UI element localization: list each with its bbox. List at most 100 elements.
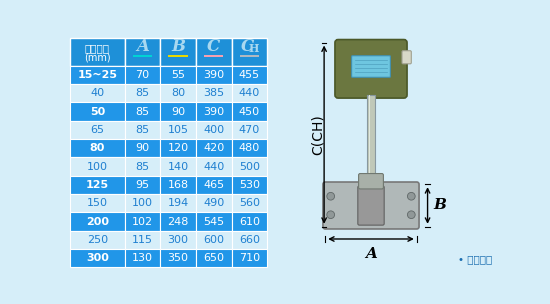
Text: 168: 168 [167, 180, 189, 190]
FancyBboxPatch shape [323, 182, 419, 229]
Text: 105: 105 [168, 125, 189, 135]
Text: 125: 125 [86, 180, 109, 190]
FancyBboxPatch shape [196, 212, 232, 231]
FancyBboxPatch shape [124, 102, 160, 121]
FancyBboxPatch shape [160, 249, 196, 268]
FancyBboxPatch shape [196, 102, 232, 121]
Text: 85: 85 [135, 162, 150, 172]
Text: 480: 480 [239, 143, 260, 153]
Text: 300: 300 [86, 253, 109, 263]
FancyBboxPatch shape [196, 194, 232, 212]
FancyBboxPatch shape [70, 212, 124, 231]
FancyBboxPatch shape [70, 194, 124, 212]
Text: 55: 55 [171, 70, 185, 80]
FancyBboxPatch shape [232, 176, 267, 194]
Text: 470: 470 [239, 125, 260, 135]
Text: 仪表口径: 仪表口径 [85, 43, 110, 53]
FancyBboxPatch shape [368, 95, 370, 184]
FancyBboxPatch shape [160, 176, 196, 194]
FancyBboxPatch shape [196, 84, 232, 102]
FancyBboxPatch shape [232, 121, 267, 139]
FancyBboxPatch shape [70, 38, 124, 66]
Text: 95: 95 [135, 180, 150, 190]
Text: 420: 420 [203, 143, 224, 153]
Text: 545: 545 [203, 217, 224, 226]
Text: B: B [171, 38, 185, 55]
Text: 150: 150 [87, 198, 108, 208]
Text: H: H [249, 43, 259, 54]
FancyBboxPatch shape [160, 231, 196, 249]
Text: C(CH): C(CH) [311, 114, 325, 155]
Text: 15~25: 15~25 [78, 70, 118, 80]
Text: 120: 120 [167, 143, 189, 153]
FancyBboxPatch shape [196, 139, 232, 157]
FancyBboxPatch shape [196, 121, 232, 139]
Text: 194: 194 [167, 198, 189, 208]
FancyBboxPatch shape [232, 249, 267, 268]
Text: 650: 650 [203, 253, 224, 263]
Circle shape [408, 211, 415, 219]
FancyBboxPatch shape [124, 139, 160, 157]
Text: 600: 600 [203, 235, 224, 245]
FancyBboxPatch shape [168, 55, 188, 57]
Text: 40: 40 [90, 88, 104, 98]
Text: 610: 610 [239, 217, 260, 226]
FancyBboxPatch shape [160, 102, 196, 121]
Text: 440: 440 [203, 162, 224, 172]
FancyBboxPatch shape [358, 186, 384, 225]
Text: 465: 465 [203, 180, 224, 190]
FancyBboxPatch shape [196, 157, 232, 176]
FancyBboxPatch shape [239, 55, 259, 57]
Text: 248: 248 [167, 217, 189, 226]
FancyBboxPatch shape [70, 84, 124, 102]
Text: 400: 400 [203, 125, 224, 135]
FancyBboxPatch shape [160, 212, 196, 231]
FancyBboxPatch shape [196, 249, 232, 268]
FancyBboxPatch shape [124, 249, 160, 268]
FancyBboxPatch shape [124, 38, 160, 66]
FancyBboxPatch shape [160, 66, 196, 84]
FancyBboxPatch shape [160, 38, 196, 66]
Text: 560: 560 [239, 198, 260, 208]
FancyBboxPatch shape [232, 139, 267, 157]
Text: 85: 85 [135, 107, 150, 117]
FancyBboxPatch shape [124, 212, 160, 231]
FancyBboxPatch shape [124, 121, 160, 139]
Text: 100: 100 [87, 162, 108, 172]
Text: 490: 490 [203, 198, 224, 208]
Circle shape [408, 192, 415, 200]
FancyBboxPatch shape [124, 84, 160, 102]
FancyBboxPatch shape [232, 84, 267, 102]
Text: • 常规仪表: • 常规仪表 [459, 254, 493, 264]
FancyBboxPatch shape [70, 66, 124, 84]
Text: (mm): (mm) [84, 52, 111, 62]
FancyBboxPatch shape [70, 102, 124, 121]
FancyBboxPatch shape [402, 51, 411, 64]
Text: 50: 50 [90, 107, 105, 117]
Text: 390: 390 [203, 70, 224, 80]
FancyBboxPatch shape [124, 194, 160, 212]
Text: 350: 350 [168, 253, 189, 263]
FancyBboxPatch shape [335, 40, 407, 98]
Text: 70: 70 [135, 70, 150, 80]
Text: 250: 250 [87, 235, 108, 245]
FancyBboxPatch shape [70, 176, 124, 194]
FancyBboxPatch shape [367, 95, 375, 184]
FancyBboxPatch shape [70, 121, 124, 139]
Text: 200: 200 [86, 217, 109, 226]
Circle shape [327, 211, 334, 219]
Text: 85: 85 [135, 125, 150, 135]
FancyBboxPatch shape [70, 139, 124, 157]
Text: C: C [240, 38, 254, 55]
FancyBboxPatch shape [124, 176, 160, 194]
FancyBboxPatch shape [232, 157, 267, 176]
FancyBboxPatch shape [133, 55, 152, 57]
FancyBboxPatch shape [124, 66, 160, 84]
FancyBboxPatch shape [359, 174, 383, 189]
Text: 530: 530 [239, 180, 260, 190]
Text: 65: 65 [90, 125, 104, 135]
Text: 140: 140 [167, 162, 189, 172]
FancyBboxPatch shape [70, 231, 124, 249]
Text: 390: 390 [203, 107, 224, 117]
FancyBboxPatch shape [232, 66, 267, 84]
